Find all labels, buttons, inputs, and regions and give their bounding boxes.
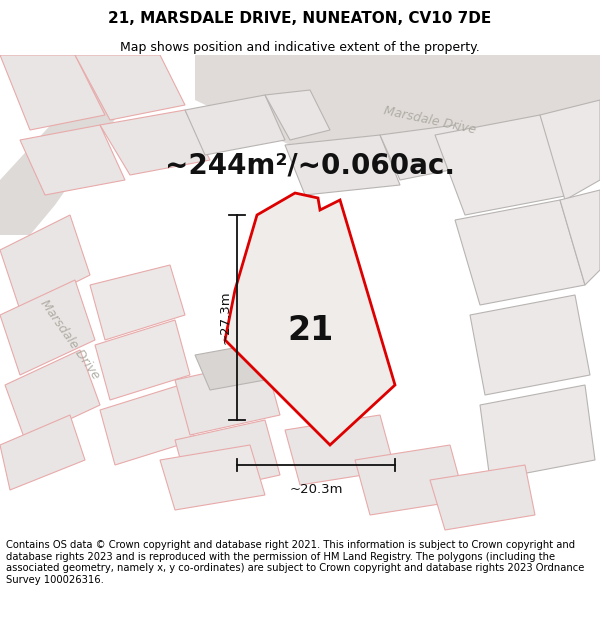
Polygon shape	[0, 55, 105, 130]
Text: 21, MARSDALE DRIVE, NUNEATON, CV10 7DE: 21, MARSDALE DRIVE, NUNEATON, CV10 7DE	[109, 11, 491, 26]
Text: ~20.3m: ~20.3m	[289, 483, 343, 496]
Polygon shape	[175, 360, 280, 435]
Text: ~244m²/~0.060ac.: ~244m²/~0.060ac.	[165, 151, 455, 179]
Polygon shape	[285, 415, 395, 485]
Text: Contains OS data © Crown copyright and database right 2021. This information is : Contains OS data © Crown copyright and d…	[6, 540, 584, 585]
Polygon shape	[560, 190, 600, 285]
Text: Marsdale Drive: Marsdale Drive	[38, 298, 103, 382]
Text: Map shows position and indicative extent of the property.: Map shows position and indicative extent…	[120, 41, 480, 54]
Polygon shape	[430, 465, 535, 530]
Polygon shape	[195, 345, 265, 390]
Text: ~27.3m: ~27.3m	[219, 291, 232, 344]
Polygon shape	[20, 125, 125, 195]
Polygon shape	[195, 55, 600, 145]
Polygon shape	[175, 420, 280, 495]
Polygon shape	[265, 90, 330, 140]
Polygon shape	[380, 125, 475, 180]
Polygon shape	[455, 200, 585, 305]
Polygon shape	[95, 320, 190, 400]
Polygon shape	[0, 55, 160, 235]
Polygon shape	[160, 445, 265, 510]
Polygon shape	[90, 265, 185, 340]
Polygon shape	[75, 55, 185, 120]
Polygon shape	[540, 100, 600, 200]
Polygon shape	[185, 95, 285, 155]
Polygon shape	[100, 385, 195, 465]
Polygon shape	[470, 295, 590, 395]
Text: Marsdale Drive: Marsdale Drive	[383, 104, 478, 136]
Polygon shape	[0, 280, 95, 375]
Polygon shape	[0, 215, 90, 310]
Polygon shape	[435, 115, 570, 215]
Polygon shape	[5, 350, 100, 440]
Polygon shape	[0, 415, 85, 490]
Polygon shape	[225, 193, 395, 445]
Polygon shape	[480, 385, 595, 480]
Polygon shape	[285, 135, 400, 195]
Polygon shape	[100, 110, 210, 175]
Polygon shape	[355, 445, 465, 515]
Text: 21: 21	[287, 314, 333, 346]
